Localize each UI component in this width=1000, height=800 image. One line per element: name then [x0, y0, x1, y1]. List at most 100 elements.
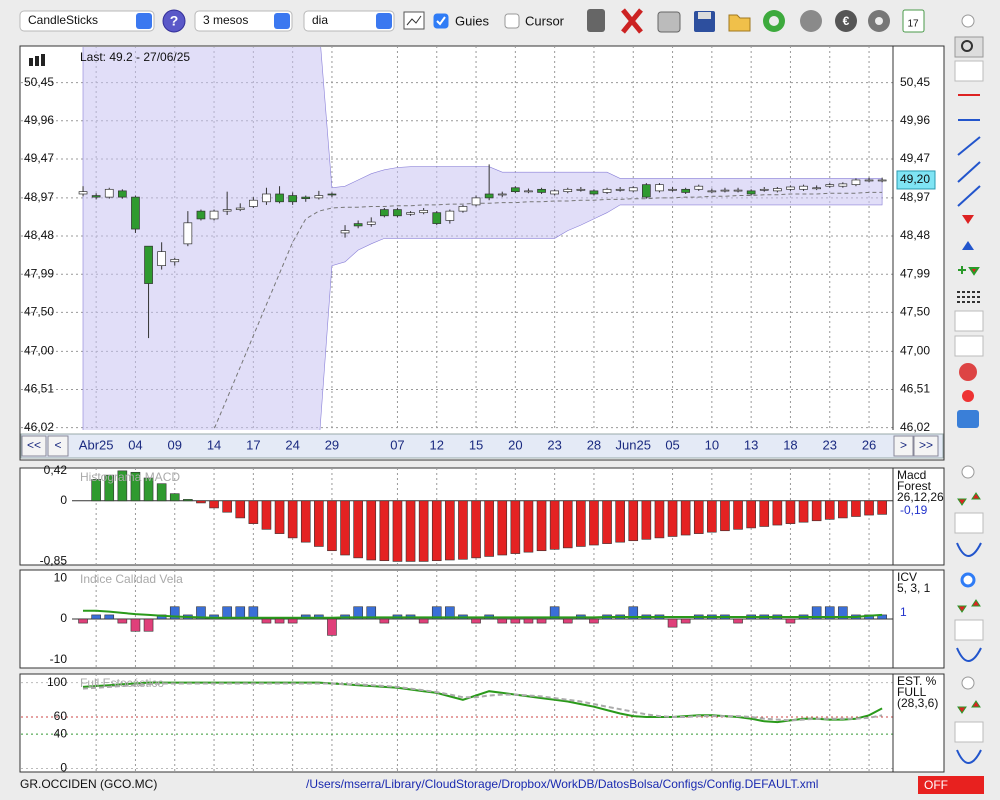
- bar: [458, 500, 468, 560]
- candle-body: [327, 193, 337, 196]
- signal-tool[interactable]: [957, 492, 981, 506]
- bar: [549, 606, 560, 620]
- select-text: 3 mesos: [203, 13, 248, 27]
- y-tick-label: 0: [60, 493, 67, 507]
- bar: [746, 500, 756, 529]
- bar: [379, 618, 390, 624]
- percent-tool[interactable]: [954, 619, 984, 641]
- panel-side-label: 26,12,26: [897, 490, 944, 504]
- bar: [222, 606, 232, 620]
- buy-tool[interactable]: [962, 241, 974, 250]
- signal-tool[interactable]: [957, 700, 981, 714]
- trash-icon[interactable]: [587, 9, 605, 32]
- y-tick-label: 49,96: [900, 113, 930, 127]
- candle-body: [877, 179, 887, 182]
- bar: [720, 500, 730, 532]
- percent-tool[interactable]: [954, 310, 984, 332]
- help-button[interactable]: [162, 9, 186, 33]
- y-tick-label: 46,51: [24, 382, 54, 396]
- x-tick-label: 24: [285, 437, 299, 452]
- radio-button[interactable]: [961, 14, 975, 28]
- swap-tool[interactable]: [957, 410, 979, 428]
- bar: [667, 500, 678, 537]
- candle-body: [222, 209, 232, 212]
- delete-icon[interactable]: [621, 8, 643, 34]
- y-tick-label: 47,00: [900, 344, 930, 358]
- euro-icon[interactable]: [835, 10, 857, 32]
- interval-select[interactable]: [303, 10, 395, 32]
- y-tick-label: 48,97: [900, 190, 930, 204]
- curve-tool[interactable]: [956, 749, 982, 764]
- calendar-icon[interactable]: [902, 9, 925, 33]
- bar: [615, 500, 625, 543]
- nav-button[interactable]: [21, 435, 47, 457]
- candle-body: [720, 189, 730, 192]
- select-text: dia: [312, 13, 328, 27]
- bar: [838, 606, 848, 620]
- candle-body: [432, 212, 442, 224]
- record-tool[interactable]: [962, 390, 974, 402]
- config-path[interactable]: /Users/mserra/Library/CloudStorage/Dropb…: [306, 777, 818, 791]
- bar: [576, 500, 586, 547]
- radio-button[interactable]: [961, 465, 975, 479]
- candle-body: [380, 209, 389, 217]
- y-tick-label: 0,42: [44, 463, 68, 477]
- status-badge[interactable]: [918, 776, 984, 794]
- help-icon: ?: [170, 13, 179, 29]
- select-arrow[interactable]: [136, 13, 152, 29]
- nav-button[interactable]: [913, 435, 939, 457]
- bar: [562, 618, 573, 624]
- bar: [78, 618, 88, 624]
- y-tick-label: 49,47: [900, 151, 930, 165]
- nav-button-label: <: [54, 438, 61, 452]
- bar: [877, 500, 887, 515]
- indicator-tool[interactable]: [954, 60, 984, 82]
- status-text: OFF: [924, 778, 948, 792]
- period-select[interactable]: [194, 10, 293, 32]
- curve-tool[interactable]: [956, 542, 982, 557]
- trend-tool[interactable]: [957, 136, 981, 156]
- select-arrow[interactable]: [376, 13, 392, 29]
- globe-icon[interactable]: [800, 10, 822, 32]
- bar: [405, 500, 416, 562]
- lines-tool[interactable]: [957, 291, 981, 303]
- select-box[interactable]: [19, 10, 155, 32]
- percent-tool[interactable]: [954, 335, 984, 357]
- folder-icon[interactable]: [728, 14, 751, 32]
- percent-tool[interactable]: [954, 512, 984, 534]
- x-tick-label: 17: [246, 437, 260, 452]
- nav-button[interactable]: [893, 435, 914, 457]
- checkbox[interactable]: [504, 13, 520, 29]
- zoom-tool[interactable]: [954, 36, 984, 58]
- checkbox-label: Cursor: [525, 13, 565, 28]
- trend-tool[interactable]: [957, 185, 981, 207]
- stop-tool[interactable]: [959, 363, 977, 381]
- signal-tool[interactable]: [958, 266, 980, 276]
- bar: [497, 500, 508, 556]
- bar: [680, 618, 691, 624]
- bar: [366, 500, 377, 561]
- curve-tool[interactable]: [956, 647, 982, 662]
- candle-body: [864, 179, 874, 182]
- sell-tool[interactable]: [962, 215, 974, 224]
- chart-type-select[interactable]: [19, 10, 155, 32]
- signal-tool[interactable]: [957, 599, 981, 613]
- bar: [222, 500, 232, 513]
- radio-button[interactable]: [961, 676, 975, 690]
- panel-side-label: ICV: [897, 570, 917, 584]
- bar: [196, 500, 206, 504]
- print-icon[interactable]: [657, 11, 681, 33]
- candle-body: [366, 221, 376, 225]
- trend-tool[interactable]: [957, 161, 981, 183]
- chart-icon-line: [406, 15, 422, 26]
- y-tick-label: 49,47: [24, 151, 54, 165]
- select-arrow[interactable]: [274, 13, 290, 29]
- percent-tool[interactable]: [954, 721, 984, 743]
- panel-side-label: EST. %: [897, 674, 937, 688]
- radio-button-selected[interactable]: [960, 572, 976, 588]
- nav-button[interactable]: [47, 435, 69, 457]
- nav-button-label: >: [900, 438, 907, 452]
- logo-bar: [35, 56, 39, 66]
- x-tick-label: 18: [783, 437, 797, 452]
- bar: [183, 499, 193, 502]
